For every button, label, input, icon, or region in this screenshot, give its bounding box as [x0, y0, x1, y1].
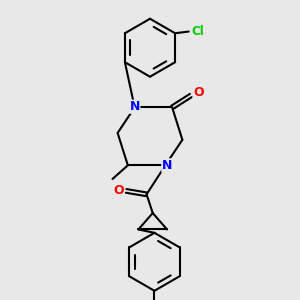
Text: O: O — [113, 184, 124, 197]
Text: O: O — [193, 85, 204, 98]
Text: N: N — [130, 100, 140, 113]
Text: N: N — [162, 159, 172, 172]
Text: Cl: Cl — [191, 25, 204, 38]
